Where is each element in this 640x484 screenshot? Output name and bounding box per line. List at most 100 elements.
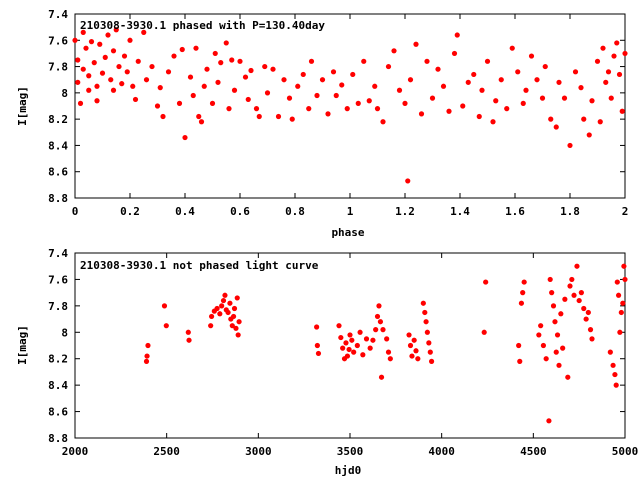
- data-point-unphased: [354, 342, 360, 349]
- data-point-phased: [366, 98, 372, 104]
- data-point-phased: [344, 106, 350, 112]
- x-tick-label: 1.4: [450, 205, 470, 218]
- data-point-unphased: [186, 337, 192, 343]
- data-point-phased: [75, 57, 81, 63]
- data-point-phased: [418, 111, 425, 117]
- data-point-unphased: [424, 329, 430, 335]
- data-point-phased: [193, 45, 199, 51]
- data-point-unphased: [346, 346, 352, 353]
- data-point-phased: [108, 77, 114, 83]
- data-point-unphased: [565, 374, 571, 380]
- data-point-unphased: [558, 311, 564, 317]
- data-point-phased: [124, 69, 130, 75]
- data-point-phased: [86, 73, 92, 79]
- data-point-phased: [121, 53, 128, 59]
- data-point-phased: [182, 134, 188, 141]
- y-tick-label: 8.6: [48, 166, 68, 179]
- data-point-phased: [289, 116, 295, 122]
- data-point-phased: [91, 60, 97, 66]
- x-tick-label: 2000: [62, 445, 89, 458]
- data-point-unphased: [614, 279, 620, 285]
- data-point-phased: [215, 79, 221, 85]
- data-point-unphased: [384, 336, 390, 342]
- data-point-unphased: [233, 325, 239, 331]
- tick-labels-phased: 0 0.2 0.4 0.6 0.8 1 1.2 1.4 1.6 1.8 2 7.4 7.6 7.8 8 8.2…: [48, 8, 628, 218]
- data-point-phased: [80, 29, 86, 35]
- data-point-phased: [361, 58, 367, 64]
- data-point-phased: [498, 77, 504, 83]
- data-point-phased: [402, 100, 408, 106]
- y-tick-label: 8.4: [48, 139, 68, 152]
- data-point-phased: [300, 71, 306, 78]
- data-point-unphased: [622, 276, 628, 283]
- data-point-unphased: [225, 309, 231, 316]
- data-point-unphased: [208, 313, 215, 320]
- data-point-phased: [614, 40, 620, 46]
- y-tick-label: 8: [61, 87, 68, 100]
- data-point-phased: [110, 87, 117, 93]
- data-point-phased: [245, 96, 251, 103]
- data-point-unphased: [235, 332, 241, 338]
- data-point-phased: [72, 37, 78, 43]
- x-tick-label: 1.6: [505, 205, 525, 218]
- data-point-unphased: [340, 345, 346, 351]
- data-point-phased: [190, 92, 196, 99]
- y-tick-label: 8.8: [48, 192, 68, 205]
- y-tick-label: 8.2: [48, 353, 68, 366]
- data-point-phased: [209, 100, 216, 106]
- y-tick-label: 7.8: [48, 300, 68, 313]
- data-point-unphased: [585, 309, 591, 316]
- data-point-phased: [523, 87, 529, 93]
- data-point-phased: [380, 119, 386, 125]
- x-tick-label: 1.2: [395, 205, 415, 218]
- data-point-unphased: [553, 349, 559, 355]
- data-point-phased: [308, 58, 315, 64]
- data-point-unphased: [231, 305, 238, 312]
- data-point-phased: [119, 81, 125, 87]
- data-point-unphased: [314, 342, 320, 349]
- data-point-phased: [176, 100, 183, 106]
- data-point-phased: [160, 113, 166, 120]
- data-point-unphased: [344, 353, 351, 359]
- data-point-phased: [141, 29, 147, 35]
- data-point-unphased: [423, 319, 429, 325]
- data-point-phased: [454, 32, 460, 38]
- data-point-phased: [97, 41, 103, 47]
- y-tick-label: 7.4: [48, 8, 68, 21]
- data-point-phased: [350, 71, 356, 78]
- data-point-phased: [264, 90, 271, 96]
- data-point-unphased: [556, 362, 562, 368]
- data-point-phased: [270, 66, 276, 72]
- data-point-unphased: [347, 332, 353, 338]
- data-point-phased: [88, 39, 95, 45]
- data-point-phased: [589, 98, 595, 104]
- data-point-unphased: [540, 342, 547, 349]
- chart-unphased: 2000 2500 3000 3500 4000 4500 5000 7.4 7.6 7.8 8 8.…: [16, 247, 638, 477]
- data-point-phased: [413, 41, 419, 47]
- data-point-phased: [339, 82, 345, 88]
- y-tick-label: 7.8: [48, 61, 68, 74]
- data-point-unphased: [621, 263, 627, 269]
- data-point-phased: [201, 83, 207, 89]
- data-point-phased: [435, 66, 441, 72]
- data-points-phased: [72, 27, 628, 184]
- data-point-unphased: [549, 290, 555, 296]
- data-point-phased: [130, 83, 136, 89]
- data-point-phased: [281, 77, 287, 83]
- data-point-phased: [154, 103, 161, 109]
- data-point-phased: [528, 53, 535, 59]
- data-point-unphased: [222, 292, 228, 298]
- data-point-phased: [572, 69, 579, 75]
- data-point-unphased: [516, 342, 522, 349]
- data-point-phased: [440, 83, 447, 89]
- data-point-unphased: [227, 300, 233, 306]
- data-point-unphased: [576, 297, 582, 304]
- data-point-phased: [479, 87, 485, 93]
- data-point-phased: [391, 48, 397, 54]
- data-point-phased: [231, 87, 238, 93]
- data-point-phased: [509, 45, 515, 51]
- x-tick-label: 0.2: [120, 205, 140, 218]
- data-point-unphased: [610, 362, 616, 368]
- data-point-phased: [262, 63, 268, 70]
- data-point-phased: [110, 48, 117, 54]
